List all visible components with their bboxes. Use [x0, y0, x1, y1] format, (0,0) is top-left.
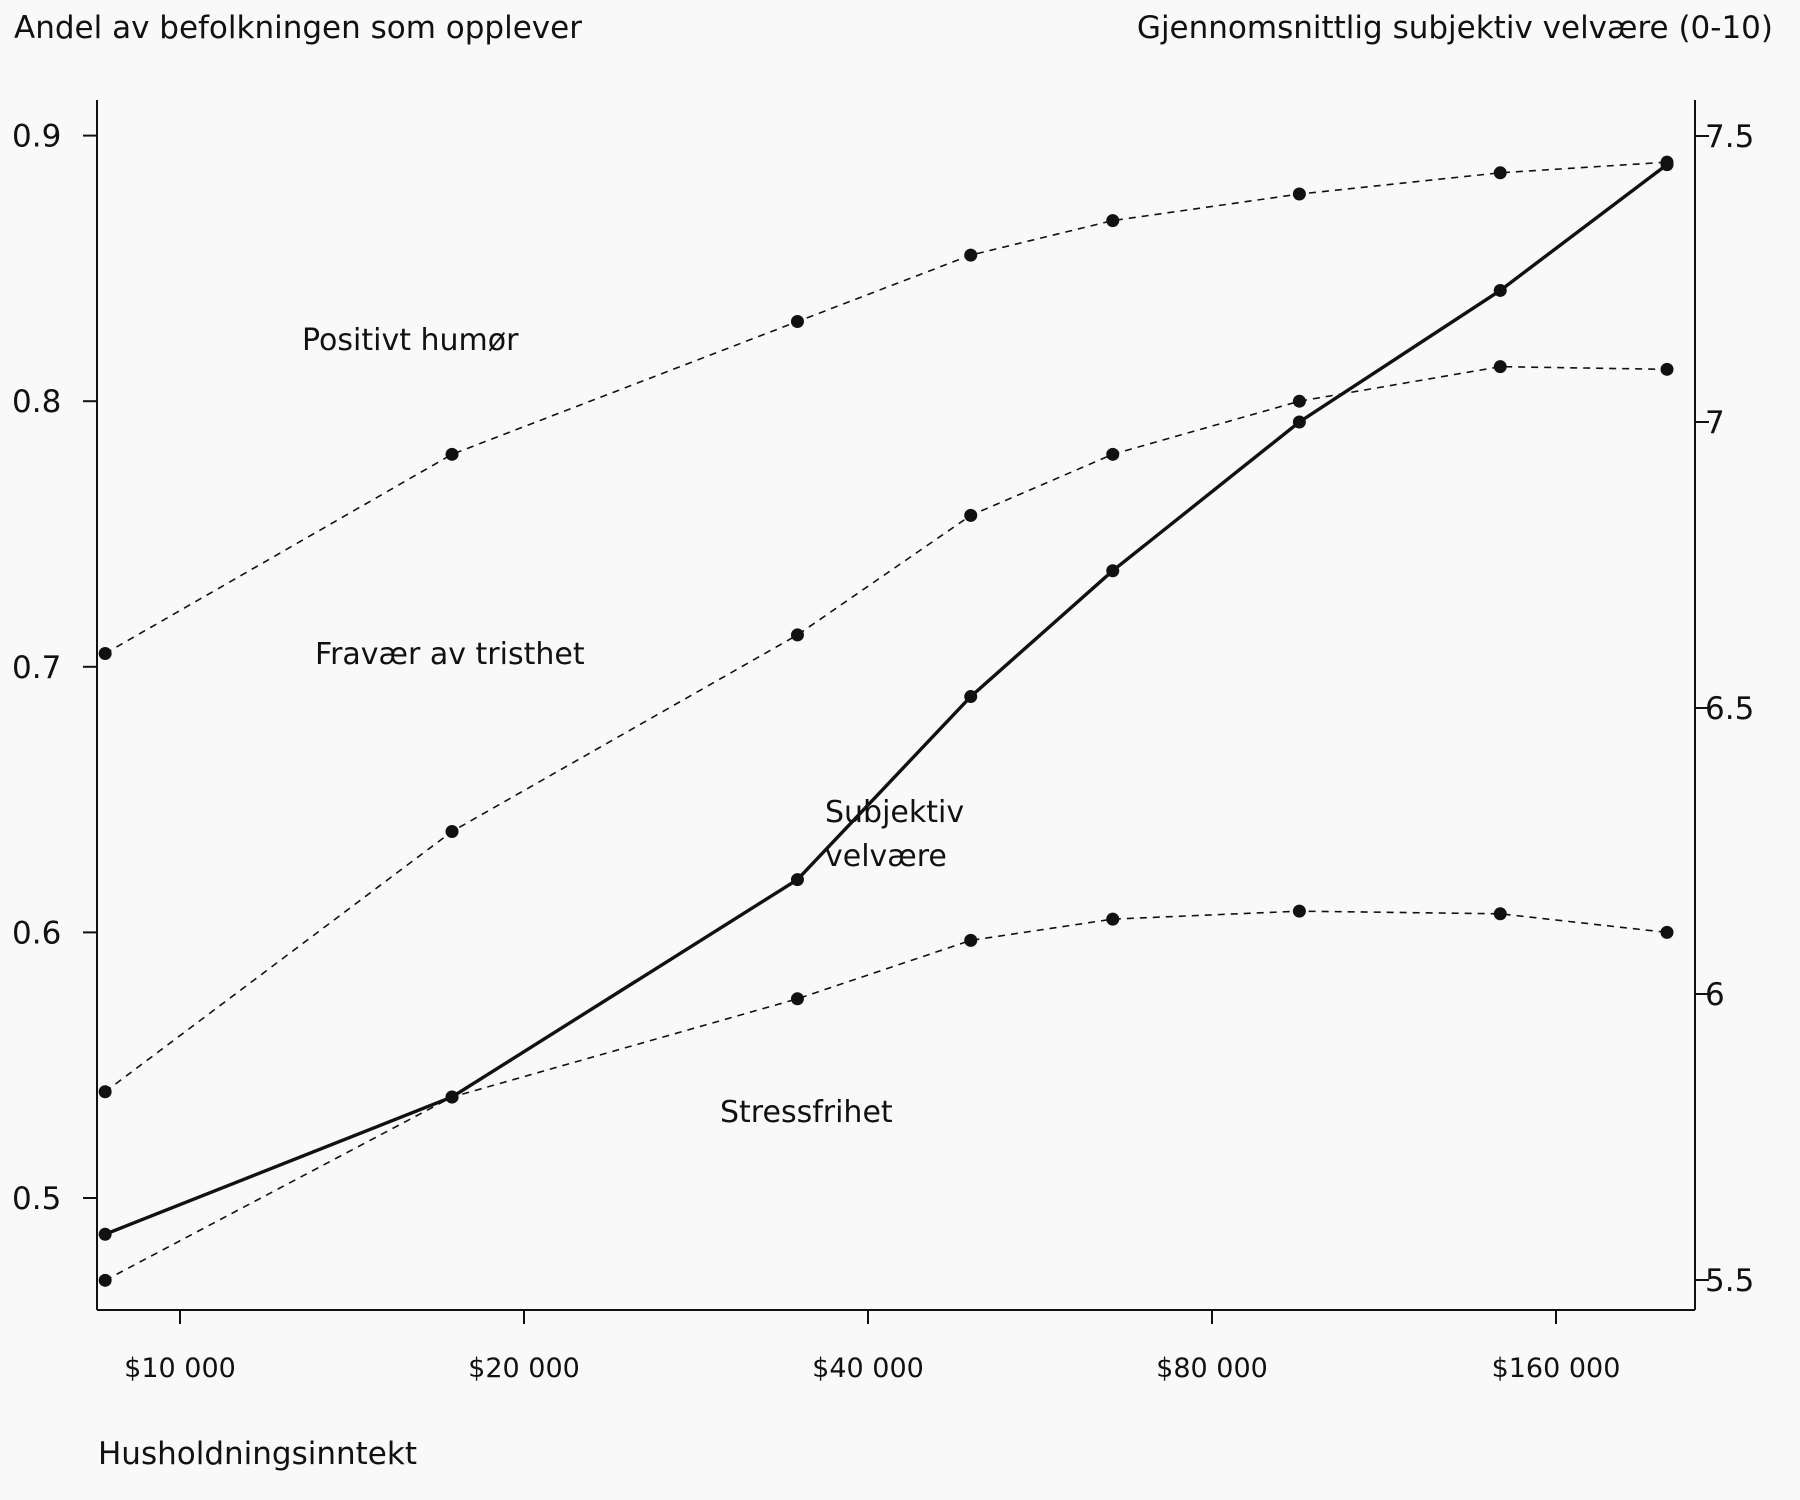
x-tick-label: $20 000: [468, 1353, 580, 1384]
x-axis-ticks: $10 000 $20 000 $40 000 $80 000 $160 000: [124, 1310, 1620, 1384]
left-tick-label: 0.8: [12, 384, 61, 420]
data-point-subjektiv-velv-re: [445, 1090, 459, 1104]
data-point-positivt-hum-r: [445, 447, 459, 461]
series-line-subjektiv-velv-re: [104, 163, 1669, 1236]
right-tick-label: 6: [1705, 977, 1725, 1013]
right-tick-label: 7.5: [1705, 119, 1754, 155]
left-tick-label: 0.5: [12, 1181, 61, 1217]
right-axis-ticks: 5.5 6 6.5 7 7.5: [1695, 119, 1754, 1299]
data-point-frav-r-av-tristhet: [1292, 394, 1306, 408]
x-tick-label: $40 000: [812, 1353, 924, 1384]
x-tick-label: $160 000: [1492, 1353, 1621, 1384]
data-point-positivt-hum-r: [98, 647, 112, 661]
data-point-subjektiv-velv-re: [98, 1227, 112, 1241]
data-point-stressfrihet: [1660, 925, 1674, 939]
x-tick-label: $10 000: [124, 1353, 236, 1384]
x-tick-label: $80 000: [1156, 1353, 1268, 1384]
data-point-frav-r-av-tristhet: [1106, 447, 1120, 461]
data-point-stressfrihet: [1292, 904, 1306, 918]
series-line-stressfrihet: [104, 910, 1668, 1282]
data-point-stressfrihet: [98, 1273, 112, 1287]
data-point-positivt-hum-r: [1292, 187, 1306, 201]
data-point-subjektiv-velv-re: [1493, 283, 1507, 297]
data-point-frav-r-av-tristhet: [1493, 360, 1507, 374]
label-positive-mood: Positivt humør: [302, 323, 519, 358]
data-point-stressfrihet: [790, 992, 804, 1006]
label-wellbeing-line1: Subjektiv: [825, 795, 964, 830]
left-tick-label: 0.6: [12, 915, 61, 951]
right-tick-label: 6.5: [1705, 691, 1754, 727]
label-stress-free: Stressfrihet: [720, 1095, 893, 1130]
data-point-frav-r-av-tristhet: [964, 508, 978, 522]
left-axis-title: Andel av befolkningen som opplever: [14, 10, 582, 46]
right-axis-title: Gjennomsnittlig subjektiv velvære (0-10): [1137, 10, 1773, 46]
x-axis-title: Husholdningsinntekt: [98, 1436, 417, 1472]
data-point-subjektiv-velv-re: [964, 690, 978, 704]
data-point-stressfrihet: [964, 933, 978, 947]
left-axis-ticks: 0.5 0.6 0.7 0.8 0.9: [12, 119, 97, 1217]
data-point-frav-r-av-tristhet: [1660, 362, 1674, 376]
label-wellbeing-line2: velvære: [825, 839, 947, 874]
data-point-frav-r-av-tristhet: [790, 628, 804, 642]
series-lines: [104, 161, 1669, 1282]
data-point-subjektiv-velv-re: [790, 873, 804, 887]
series-line-frav-r-av-tristhet: [104, 365, 1668, 1093]
data-point-subjektiv-velv-re: [1660, 158, 1674, 172]
data-point-positivt-hum-r: [964, 248, 978, 262]
left-tick-label: 0.7: [12, 650, 61, 686]
series-line-positivt-hum-r: [104, 161, 1668, 655]
series-points: [98, 155, 1674, 1287]
right-tick-label: 5.5: [1705, 1263, 1754, 1299]
right-tick-label: 7: [1705, 405, 1725, 441]
data-point-positivt-hum-r: [790, 315, 804, 329]
data-point-frav-r-av-tristhet: [445, 824, 459, 838]
label-absence-of-sadness: Fravær av tristhet: [315, 637, 585, 672]
data-point-subjektiv-velv-re: [1292, 415, 1306, 429]
data-point-stressfrihet: [1493, 907, 1507, 921]
data-point-frav-r-av-tristhet: [98, 1085, 112, 1099]
data-point-positivt-hum-r: [1493, 166, 1507, 180]
data-point-stressfrihet: [1106, 912, 1120, 926]
left-tick-label: 0.9: [12, 119, 61, 155]
data-point-positivt-hum-r: [1106, 214, 1120, 228]
data-point-subjektiv-velv-re: [1106, 564, 1120, 578]
